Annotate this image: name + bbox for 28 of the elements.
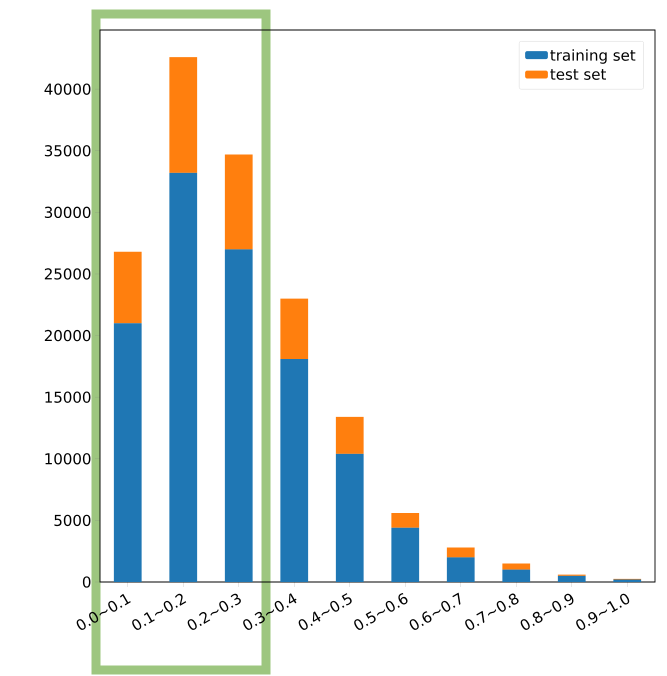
y-tick-label: 25000 <box>44 268 90 280</box>
bar <box>391 528 420 582</box>
bar <box>336 454 364 582</box>
bar <box>280 298 308 359</box>
bar <box>224 154 253 250</box>
y-tick-label: 0 <box>82 576 90 588</box>
bar <box>446 557 475 582</box>
bar <box>114 323 142 582</box>
y-tick-label: 35000 <box>44 145 90 156</box>
bar <box>169 172 198 582</box>
bar <box>502 570 530 582</box>
y-tick-label: 10000 <box>45 453 90 464</box>
bar <box>336 416 364 454</box>
y-tick-label: 15000 <box>45 392 90 403</box>
y-tick-label: 5000 <box>54 514 90 526</box>
y-tick-label: 40000 <box>44 83 90 95</box>
bar <box>224 249 253 582</box>
bar <box>558 576 586 582</box>
bar <box>391 512 420 528</box>
bar <box>446 547 475 558</box>
legend-label: training set <box>550 49 636 64</box>
y-tick-label: 30000 <box>44 206 90 218</box>
y-tick-label: 20000 <box>44 330 90 342</box>
bar <box>280 358 308 582</box>
bar <box>169 57 198 173</box>
bar <box>502 564 530 570</box>
bar <box>114 252 142 324</box>
legend-label: test set <box>550 69 606 80</box>
